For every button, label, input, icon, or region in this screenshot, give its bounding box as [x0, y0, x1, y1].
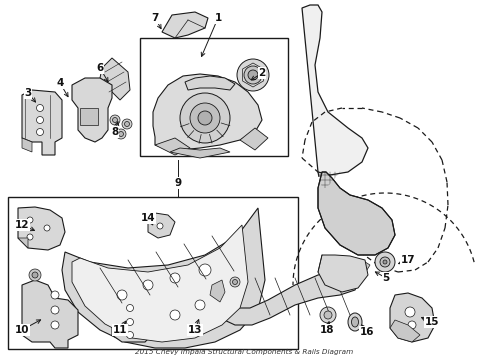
- Circle shape: [44, 225, 50, 231]
- Circle shape: [37, 117, 43, 123]
- Circle shape: [404, 307, 414, 317]
- Circle shape: [195, 300, 204, 310]
- Circle shape: [382, 260, 386, 264]
- Circle shape: [180, 93, 229, 143]
- Polygon shape: [100, 58, 130, 100]
- Polygon shape: [153, 74, 262, 150]
- Polygon shape: [317, 172, 394, 255]
- Circle shape: [37, 129, 43, 135]
- Text: 16: 16: [359, 327, 373, 337]
- Circle shape: [110, 115, 120, 125]
- Text: 9: 9: [174, 178, 181, 188]
- Circle shape: [122, 119, 132, 129]
- Text: 2: 2: [258, 68, 265, 78]
- Circle shape: [237, 59, 268, 91]
- Circle shape: [51, 291, 59, 299]
- Text: 2015 Chevy Impala Structural Components & Rails Diagram: 2015 Chevy Impala Structural Components …: [135, 349, 352, 355]
- Circle shape: [247, 70, 258, 80]
- Text: 4: 4: [56, 78, 63, 88]
- Circle shape: [244, 66, 262, 84]
- Circle shape: [379, 257, 389, 267]
- Circle shape: [27, 234, 33, 240]
- Circle shape: [27, 217, 33, 223]
- Circle shape: [157, 223, 163, 229]
- Polygon shape: [22, 90, 62, 155]
- Text: 15: 15: [424, 317, 438, 327]
- Polygon shape: [72, 78, 112, 142]
- Circle shape: [229, 277, 240, 287]
- Circle shape: [170, 273, 180, 283]
- Text: 17: 17: [400, 255, 414, 265]
- Polygon shape: [209, 280, 224, 302]
- Text: 6: 6: [96, 63, 103, 73]
- Text: 14: 14: [141, 213, 155, 223]
- Polygon shape: [162, 12, 207, 38]
- Circle shape: [37, 104, 43, 112]
- Circle shape: [51, 306, 59, 314]
- Circle shape: [29, 269, 41, 281]
- Text: 3: 3: [24, 88, 32, 98]
- Circle shape: [407, 321, 415, 329]
- Polygon shape: [317, 255, 367, 292]
- Polygon shape: [148, 213, 175, 238]
- Polygon shape: [389, 320, 419, 342]
- Circle shape: [112, 117, 117, 122]
- Polygon shape: [302, 5, 367, 175]
- Text: 8: 8: [111, 127, 119, 137]
- Polygon shape: [18, 238, 28, 248]
- Polygon shape: [184, 76, 235, 90]
- Polygon shape: [22, 280, 78, 348]
- Polygon shape: [170, 148, 229, 158]
- Circle shape: [32, 272, 38, 278]
- Text: 1: 1: [214, 13, 221, 23]
- Circle shape: [190, 103, 220, 133]
- Circle shape: [126, 319, 133, 325]
- Bar: [140, 38, 287, 156]
- Text: 13: 13: [187, 325, 202, 335]
- Polygon shape: [240, 128, 267, 150]
- Polygon shape: [22, 138, 32, 152]
- Bar: [8, 197, 297, 349]
- Text: 11: 11: [113, 325, 127, 335]
- Text: 18: 18: [319, 325, 334, 335]
- Polygon shape: [155, 138, 190, 155]
- Circle shape: [319, 307, 335, 323]
- Text: 7: 7: [151, 13, 159, 23]
- Circle shape: [170, 310, 180, 320]
- Circle shape: [199, 264, 210, 276]
- Ellipse shape: [347, 313, 361, 331]
- Polygon shape: [389, 293, 434, 342]
- Polygon shape: [18, 207, 65, 250]
- Text: 10: 10: [15, 325, 29, 335]
- Circle shape: [232, 279, 237, 284]
- Polygon shape: [80, 108, 98, 125]
- Polygon shape: [354, 260, 369, 280]
- Ellipse shape: [351, 317, 358, 327]
- Circle shape: [116, 129, 126, 139]
- Polygon shape: [209, 268, 359, 325]
- Circle shape: [374, 252, 394, 272]
- Circle shape: [117, 290, 127, 300]
- Circle shape: [51, 321, 59, 329]
- Circle shape: [126, 305, 133, 311]
- Circle shape: [118, 131, 123, 136]
- Circle shape: [324, 311, 331, 319]
- Polygon shape: [112, 292, 152, 342]
- Circle shape: [126, 332, 133, 338]
- Circle shape: [124, 122, 129, 126]
- Text: 12: 12: [15, 220, 29, 230]
- Circle shape: [198, 111, 212, 125]
- Polygon shape: [62, 208, 264, 348]
- Polygon shape: [72, 225, 247, 342]
- Circle shape: [142, 280, 153, 290]
- Text: 5: 5: [382, 273, 389, 283]
